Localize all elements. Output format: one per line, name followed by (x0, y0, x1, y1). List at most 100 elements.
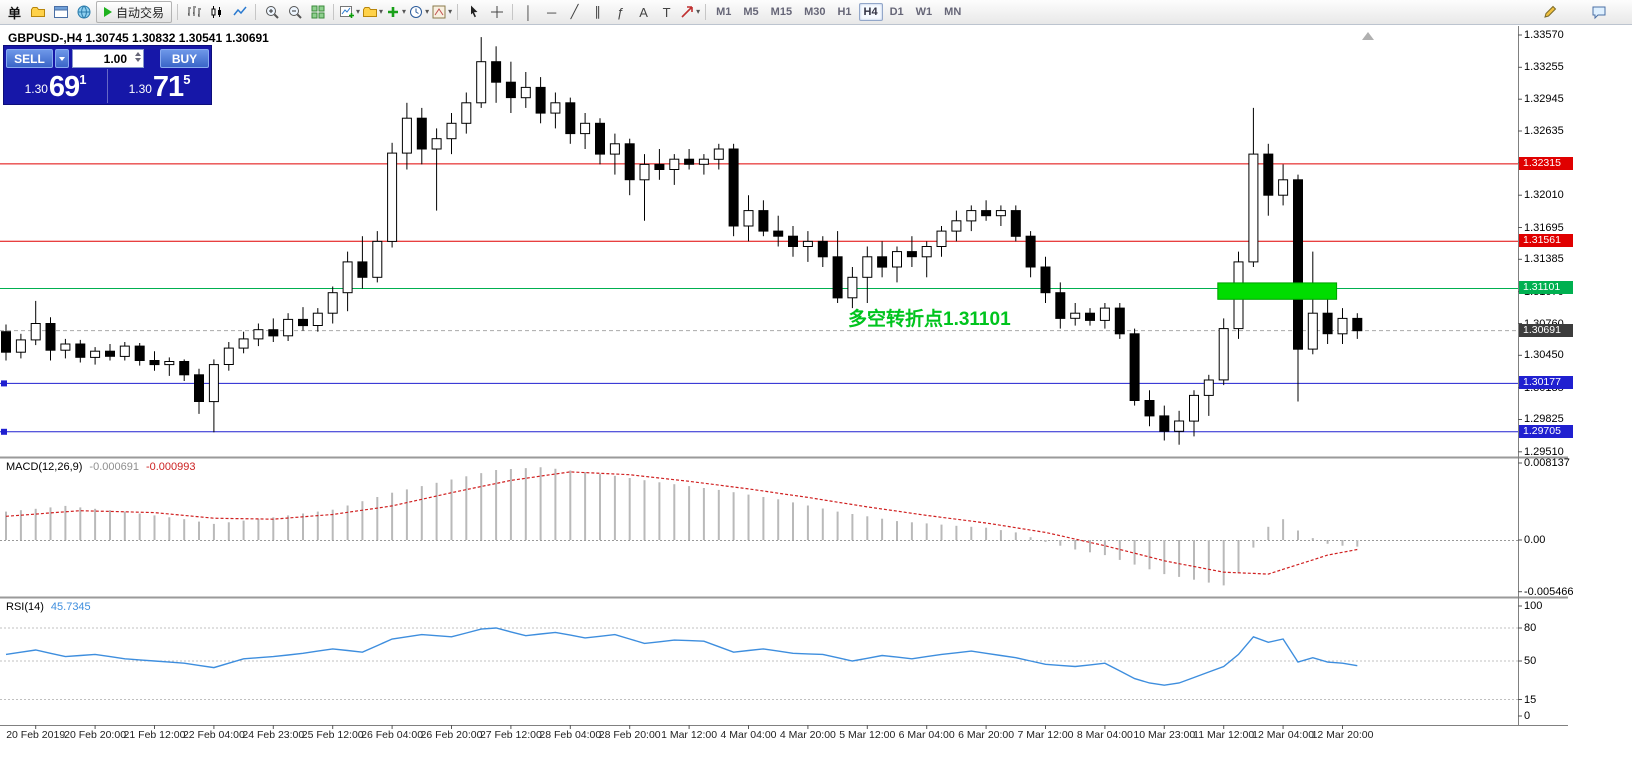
label-icon[interactable]: T (662, 4, 671, 20)
spinner-up-icon (135, 52, 141, 56)
timeframe-m1[interactable]: M1 (716, 6, 732, 18)
macd-name: MACD(12,26,9) (6, 461, 83, 473)
price-axis-tick: 1.31695 (1524, 221, 1564, 234)
zoom-out-icon[interactable] (283, 2, 306, 23)
time-axis-label: 7 Mar 12:00 (1017, 729, 1074, 741)
macd-axis-tick: -0.005466 (1524, 585, 1574, 598)
macd-signal-value: -0.000993 (145, 461, 196, 473)
ask-big-digits: 71 (152, 71, 184, 103)
bid-prefix: 1.30 (24, 82, 48, 96)
profiles-icon[interactable] (26, 2, 49, 23)
zoom-in-icon[interactable] (260, 2, 283, 23)
volume-spinner[interactable] (135, 52, 141, 62)
rsi-name: RSI(14) (6, 601, 44, 613)
time-axis-label: 10 Mar 23:00 (1133, 729, 1196, 741)
macd-axis-tick: 0.00 (1524, 534, 1546, 546)
buy-button[interactable]: BUY (160, 49, 209, 68)
timeframe-mn[interactable]: MN (944, 6, 962, 18)
price-line-tag: 1.32315 (1519, 156, 1573, 170)
price-axis-tick: 1.33570 (1524, 29, 1564, 41)
rsi-axis-tick: 15 (1524, 693, 1537, 706)
bid-pipette: 1 (79, 72, 87, 87)
indicators-icon[interactable]: ▾ (384, 2, 407, 23)
pencil-icon[interactable] (1538, 2, 1561, 23)
time-axis-label: 28 Feb 04:00 (539, 729, 602, 741)
line-chart-icon[interactable] (228, 2, 251, 23)
time-axis-label: 20 Feb 2019 (6, 729, 66, 741)
price-axis-tick: 1.30450 (1524, 349, 1564, 362)
chart-symbol-title: GBPUSD-,H4 1.30745 1.30832 1.30541 1.306… (8, 31, 269, 45)
autotrading-button[interactable]: 自动交易 (95, 1, 173, 23)
channel-icon[interactable]: ∥ (594, 4, 601, 19)
time-axis-label: 1 Mar 12:00 (661, 729, 718, 741)
toolbar-separator (512, 4, 514, 20)
horizontal-line-icon[interactable]: ─ (546, 4, 557, 20)
ask-prefix: 1.30 (128, 82, 152, 96)
fibonacci-icon[interactable]: ƒ (616, 4, 625, 20)
sell-button[interactable]: SELL (6, 49, 53, 68)
time-axis-label: 12 Mar 04:00 (1252, 729, 1315, 741)
time-axis-label: 4 Mar 20:00 (779, 729, 836, 741)
time-axis-label: 24 Feb 23:00 (242, 729, 305, 741)
one-click-trading-panel: SELL BUY 1.30 69 1 1.30 71 5 (3, 45, 212, 105)
ask-price[interactable]: 1.30 71 5 (107, 69, 211, 103)
tile-windows-icon[interactable] (306, 2, 329, 23)
chart-shift-marker-icon[interactable] (1362, 32, 1374, 40)
volume-input[interactable] (73, 51, 129, 67)
timeframe-w1[interactable]: W1 (915, 6, 933, 18)
vertical-line-icon[interactable]: │ (524, 4, 533, 20)
spinner-down-icon (135, 58, 141, 62)
timeframe-h4[interactable]: H4 (858, 3, 883, 21)
candlestick-chart-icon[interactable] (205, 2, 228, 23)
macd-indicator-label: MACD(12,26,9) -0.000691 -0.000993 (6, 461, 196, 473)
trendline-icon[interactable]: ╱ (570, 4, 579, 19)
chat-icon[interactable] (1587, 2, 1610, 23)
time-axis-label: 20 Feb 20:00 (64, 729, 127, 741)
time-axis-label: 8 Mar 04:00 (1076, 729, 1133, 741)
arrows-icon[interactable]: ▾ (678, 2, 701, 23)
periods-icon[interactable]: ▾ (407, 2, 430, 23)
chevron-down-icon: ▾ (448, 7, 453, 16)
market-watch-icon[interactable] (49, 2, 72, 23)
main-toolbar: 单 自动交易 ▾ ▾ ▾ ▾ ▾ │ ─ ╱ ∥ ƒ A T ▾ M1 M5 M15 M30 H1 H4 D1 W1 MN (0, 0, 1632, 25)
timeframe-m30[interactable]: M30 (804, 6, 826, 18)
new-order-button[interactable]: 单 (7, 5, 21, 21)
one-click-prices: 1.30 69 1 1.30 71 5 (4, 69, 211, 103)
bid-big-digits: 69 (48, 71, 80, 103)
chevron-down-icon: ▾ (402, 7, 407, 16)
templates-icon[interactable]: ▾ (430, 2, 453, 23)
navigator-icon[interactable] (72, 2, 95, 23)
macd-main-value: -0.000691 (89, 461, 139, 473)
crosshair-icon[interactable] (485, 2, 508, 23)
timeframe-m5[interactable]: M5 (743, 6, 759, 18)
rsi-indicator-label: RSI(14) 45.7345 (6, 601, 91, 613)
time-axis-label: 12 Mar 20:00 (1311, 729, 1374, 741)
toolbar-right-group (1538, 2, 1610, 23)
chevron-down-icon: ▾ (379, 7, 384, 16)
time-axis-label: 28 Feb 20:00 (598, 729, 661, 741)
timeframe-m15[interactable]: M15 (770, 6, 793, 18)
cursor-icon[interactable] (462, 2, 485, 23)
time-axis-label: 27 Feb 12:00 (479, 729, 542, 741)
new-chart-icon[interactable]: ▾ (338, 2, 361, 23)
volume-box (72, 49, 144, 68)
bid-price[interactable]: 1.30 69 1 (4, 69, 107, 103)
price-axis-tick: 1.32010 (1524, 189, 1564, 202)
price-axis-tick: 1.31385 (1524, 253, 1564, 266)
chevron-down-icon (59, 56, 65, 61)
price-line-tag: 1.31561 (1519, 234, 1573, 248)
play-icon (104, 7, 112, 17)
rsi-axis-tick: 0 (1524, 710, 1531, 722)
order-options-dropdown[interactable] (55, 49, 69, 68)
profiles-menu-icon[interactable]: ▾ (361, 2, 384, 23)
time-axis-label: 26 Feb 04:00 (361, 729, 424, 741)
text-icon[interactable]: A (639, 4, 648, 20)
toolbar-separator (457, 4, 459, 20)
timeframe-h1[interactable]: H1 (837, 6, 852, 18)
timeframe-d1[interactable]: D1 (889, 6, 904, 18)
chart-annotation-text[interactable]: 多空转折点1.31101 (848, 309, 1011, 330)
time-axis-label: 6 Mar 20:00 (958, 729, 1015, 741)
rsi-axis-tick: 100 (1524, 600, 1543, 612)
bar-chart-icon[interactable] (182, 2, 205, 23)
